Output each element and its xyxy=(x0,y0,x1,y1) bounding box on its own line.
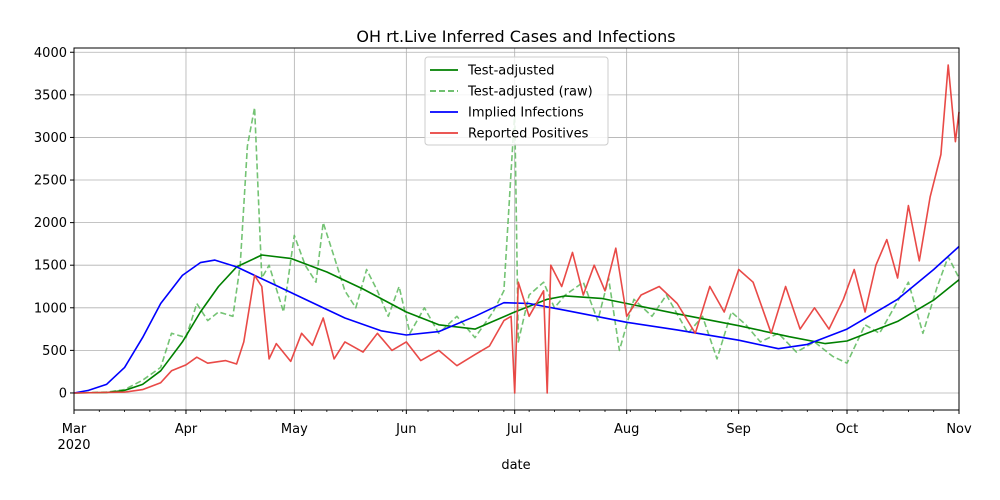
y-tick-label: 3000 xyxy=(34,131,67,146)
legend-label: Test-adjusted (raw) xyxy=(467,85,593,100)
x-tick-label: Nov xyxy=(946,422,972,437)
series-line-test-adjusted xyxy=(73,254,960,394)
y-tick-label: 2500 xyxy=(34,174,67,189)
legend-label: Test-adjusted xyxy=(467,64,554,79)
x-tick-label: May xyxy=(281,422,308,437)
series-line-implied-infections xyxy=(73,245,960,394)
x-tick-label: Oct xyxy=(836,422,858,437)
legend-label: Reported Positives xyxy=(468,127,589,142)
legend-label: Implied Infections xyxy=(468,106,584,121)
y-tick-label: 500 xyxy=(42,344,67,359)
y-tick-label: 0 xyxy=(59,386,67,401)
y-tick-label: 1500 xyxy=(34,259,67,274)
x-tick-label: Jul xyxy=(506,422,523,437)
legend-box xyxy=(424,56,609,146)
chart-title: OH rt.Live Inferred Cases and Infections xyxy=(356,27,675,46)
x-tick-label: Mar xyxy=(62,422,87,437)
x-tick-label: Sep xyxy=(726,422,751,437)
y-tick-label: 1000 xyxy=(34,301,67,316)
x-tick-label: Jun xyxy=(395,422,416,437)
legend: Test-adjusted Test-adjusted (raw) Implied … xyxy=(424,56,609,146)
series-lines xyxy=(73,64,960,394)
x-tick-sublabel: 2020 xyxy=(57,438,90,453)
y-tick-label: 2000 xyxy=(34,216,67,231)
x-tick-label: Aug xyxy=(614,422,639,437)
x-tick-label: Apr xyxy=(175,422,198,437)
y-tick-label: 3500 xyxy=(34,88,67,103)
series-line-reported-positives xyxy=(73,64,960,394)
plot-frame xyxy=(73,47,960,411)
x-axis-label: date xyxy=(501,458,530,473)
y-tick-label: 4000 xyxy=(34,46,67,61)
y-axis-ticks: 0 500 1000 1500 2000 2500 3000 3500 4000 xyxy=(34,46,74,401)
